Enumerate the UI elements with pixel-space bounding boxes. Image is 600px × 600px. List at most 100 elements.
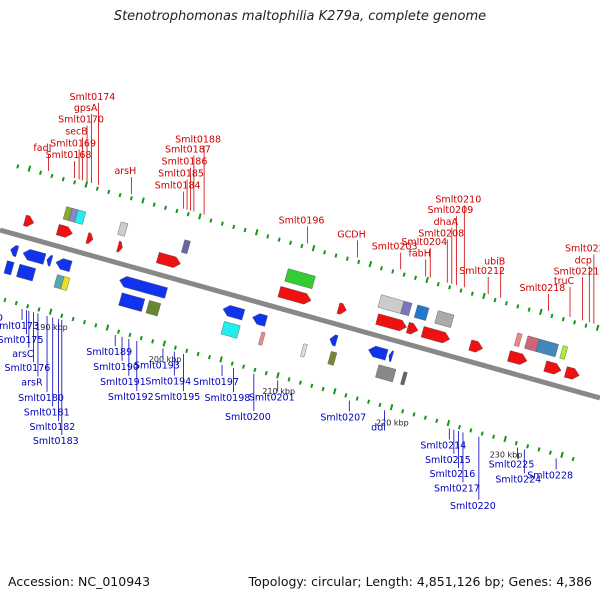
tick-mark [71, 316, 75, 322]
tick-mark [514, 440, 518, 446]
tick-mark [107, 189, 111, 195]
tick-mark [151, 339, 155, 344]
reverse-gene [119, 276, 168, 299]
tick-mark [412, 412, 416, 417]
tick-mark [560, 451, 564, 459]
forward-gene [563, 366, 580, 380]
kbp-tick-label: 190 kbp [35, 323, 68, 332]
tick-mark [276, 372, 280, 379]
gene-label-fadI: fadI [33, 143, 51, 154]
gene-label-Smlt0201: Smlt0201 [249, 392, 295, 403]
tick-mark [186, 211, 190, 217]
tick-mark [321, 386, 325, 392]
gene-label-Smlt0224: Smlt0224 [495, 474, 541, 485]
gene-label-Smlt0220: Smlt0220 [450, 501, 496, 512]
gene-label-Smlt0185: Smlt0185 [158, 169, 204, 180]
gene-label-Smlt0212: Smlt0212 [459, 266, 505, 277]
tick-mark [105, 324, 110, 331]
forward-gene [181, 239, 191, 255]
gene-label-Smlt0174: Smlt0174 [70, 92, 116, 103]
gene-label-Smlt0170: Smlt0170 [58, 115, 104, 126]
forward-gene [23, 214, 35, 227]
gene-label-Smlt0194: Smlt0194 [145, 376, 191, 387]
forward-gene [155, 252, 181, 268]
tick-mark [548, 450, 552, 455]
tick-mark [357, 259, 361, 265]
gene-label-Smlt0209: Smlt0209 [427, 205, 473, 216]
gene-label-Smlt0207: Smlt0207 [320, 412, 366, 423]
gene-label-Smlt0198: Smlt0198 [204, 393, 250, 404]
forward-gene [117, 221, 129, 237]
gene-label-arsH: arsH [114, 166, 136, 177]
tick-mark [571, 456, 575, 462]
tick-mark [242, 364, 246, 369]
tick-mark [550, 313, 554, 319]
forward-gene [434, 310, 455, 328]
tick-mark [254, 229, 259, 236]
tick-mark [94, 323, 98, 328]
reverse-gene [3, 260, 15, 276]
gene-label-Smlt0228: Smlt0228 [527, 470, 573, 481]
forward-gene [336, 302, 347, 315]
gene-label-Smlt0197: Smlt0197 [193, 377, 239, 388]
reverse-gene [55, 258, 73, 272]
tick-mark [378, 402, 382, 408]
gene-label-secB: secB [65, 126, 88, 137]
reverse-gene [222, 305, 246, 321]
reverse-gene [300, 343, 308, 358]
tick-mark [61, 176, 65, 182]
tick-mark [493, 297, 497, 303]
tick-mark [209, 218, 213, 223]
reverse-gene [60, 276, 71, 291]
tick-mark [196, 351, 200, 357]
reverse-gene [220, 321, 241, 339]
tick-mark [526, 444, 530, 449]
tick-mark [139, 335, 143, 341]
kbp-tick-label: 220 kbp [376, 419, 409, 428]
gene-label-Smlt0214: Smlt0214 [420, 440, 466, 451]
gene-label-Smlt0200: Smlt0200 [225, 412, 271, 423]
gene-label-Smlt0169: Smlt0169 [50, 138, 96, 149]
gene-label-Smlt0221: Smlt0221 [554, 266, 600, 277]
tick-mark [129, 196, 133, 201]
gene-label-Smlt0186: Smlt0186 [162, 157, 208, 168]
gene-label-ubiB: ubiB [484, 257, 505, 268]
tick-mark [355, 396, 359, 401]
forward-gene [277, 286, 312, 305]
tick-mark [310, 383, 314, 389]
tick-mark [401, 409, 405, 414]
reverse-gene [400, 371, 408, 386]
tick-mark [573, 320, 577, 325]
tick-mark [287, 377, 291, 382]
gene-label-ddl: ddl [371, 422, 386, 433]
tick-mark [470, 291, 474, 296]
tick-mark [3, 297, 7, 303]
tick-mark [446, 419, 451, 427]
gene-label-Smlt0196: Smlt0196 [279, 215, 325, 226]
gene-features-layer [3, 206, 580, 386]
gene-label-Smlt0191: Smlt0191 [100, 377, 146, 388]
tick-mark [516, 304, 520, 309]
tick-mark [289, 240, 293, 246]
tick-mark [480, 431, 484, 436]
tick-mark [152, 202, 156, 207]
forward-gene [55, 224, 73, 238]
tick-mark [298, 380, 302, 385]
gene-label-Smlt0193: Smlt0193 [134, 360, 180, 371]
forward-gene [543, 360, 562, 375]
tick-mark [39, 170, 43, 176]
tick-mark [584, 323, 588, 328]
gene-label-Smlt0222: Smlt0222 [565, 244, 600, 255]
tick-mark [537, 447, 541, 452]
gene-label-Smlt0216: Smlt0216 [429, 469, 475, 480]
reverse-gene [16, 263, 37, 282]
tick-mark [162, 340, 167, 347]
gene-labels-layer: fadISmlt0168Smlt0169secBSmlt0170gpsASmlt… [0, 92, 600, 512]
tick-mark [323, 250, 327, 255]
gene-label-dcp: dcp [575, 255, 592, 266]
tick-mark [207, 354, 211, 360]
tick-mark [389, 403, 394, 411]
gene-label-Smlt0204: Smlt0204 [401, 237, 447, 248]
